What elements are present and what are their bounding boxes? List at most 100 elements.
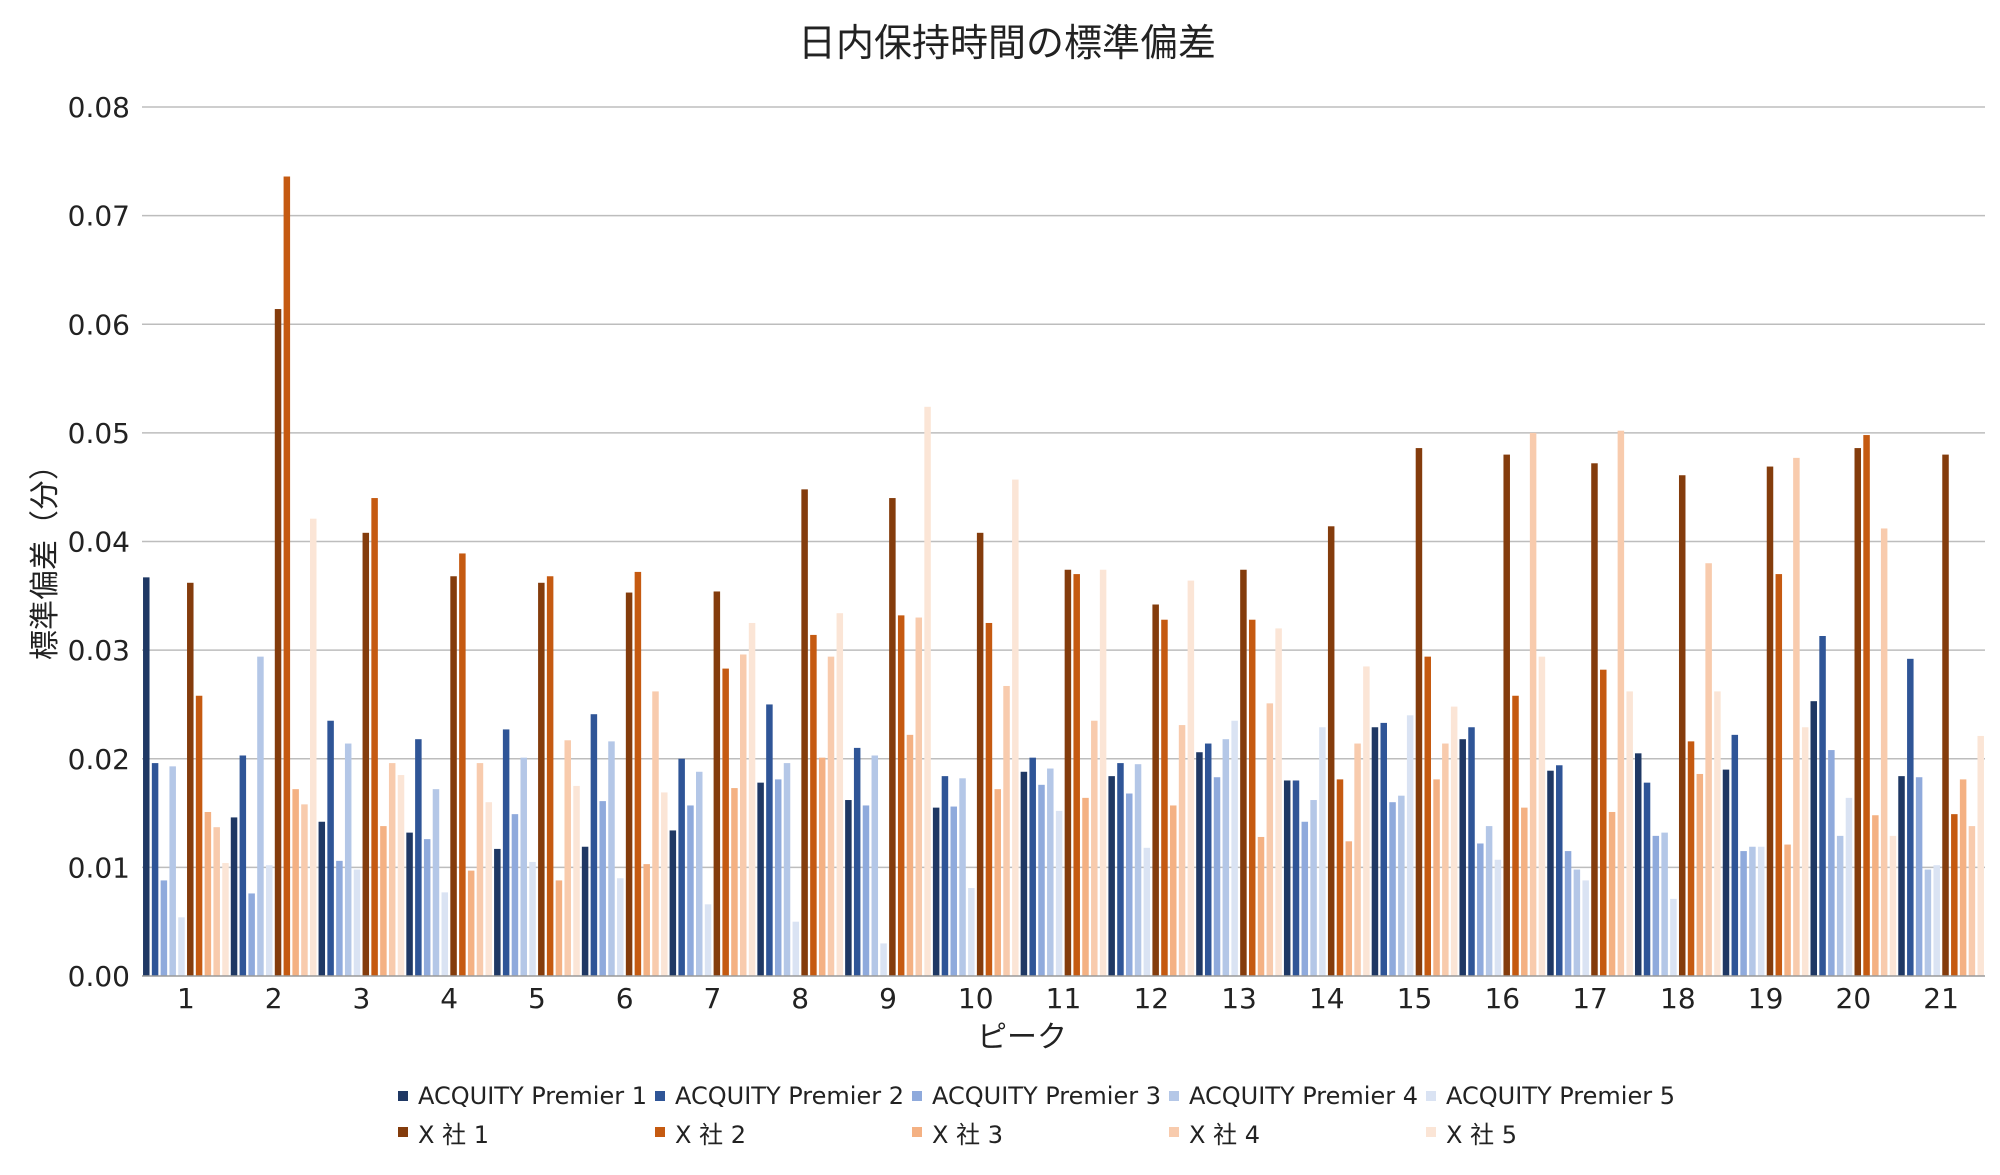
bar [1064, 569, 1072, 976]
x-tick-label: 5 [528, 982, 546, 1015]
bar [1161, 619, 1168, 976]
bar [169, 766, 176, 976]
bar [1626, 691, 1633, 976]
x-tick-label: 6 [616, 982, 634, 1015]
bar [555, 880, 563, 976]
bar [546, 576, 554, 976]
bar [1477, 843, 1484, 976]
y-tick-label: 0.08 [68, 91, 130, 124]
legend-label: ACQUITY Premier 4 [1189, 1082, 1418, 1110]
bar [423, 839, 431, 976]
bar [1266, 703, 1274, 976]
x-tick-label: 8 [791, 982, 809, 1015]
bar [388, 763, 396, 976]
bar [845, 800, 852, 976]
bar [1968, 826, 1976, 976]
bar [1573, 869, 1581, 976]
legend-item: ACQUITY Premier 3 [912, 1078, 1161, 1114]
bar [1319, 727, 1326, 976]
bar [669, 830, 677, 976]
bar [1959, 779, 1967, 976]
bar [1283, 780, 1291, 976]
bar [1556, 765, 1563, 976]
bar [274, 309, 282, 976]
legend-swatch [1426, 1091, 1436, 1101]
bar [520, 757, 527, 976]
bar [853, 747, 861, 976]
bar [634, 571, 642, 976]
bar [792, 921, 800, 976]
chart-title: 日内保持時間の標準偏差 [798, 21, 1216, 65]
bar [301, 804, 308, 976]
bar [336, 860, 343, 976]
bar [1810, 701, 1818, 976]
bar [239, 755, 247, 976]
legend-label: ACQUITY Premier 3 [932, 1082, 1161, 1110]
x-tick-label: 20 [1836, 982, 1872, 1015]
bar [1204, 743, 1212, 976]
bar [1678, 475, 1686, 976]
bar [1433, 779, 1440, 976]
bar [959, 778, 966, 976]
bar [1038, 784, 1045, 976]
bar [590, 714, 598, 976]
x-tick-label: 18 [1660, 982, 1696, 1015]
bar [143, 577, 150, 976]
legend-swatch [398, 1091, 408, 1101]
bar [1705, 563, 1712, 976]
bar [1354, 743, 1361, 976]
bar [932, 807, 940, 976]
legend-label: ACQUITY Premier 5 [1446, 1082, 1675, 1110]
legend-item: ACQUITY Premier 2 [655, 1078, 904, 1114]
x-axis-label: ピーク [977, 1020, 1067, 1055]
legend-item: ACQUITY Premier 4 [1169, 1078, 1418, 1114]
bar [1863, 435, 1870, 976]
bar [1240, 569, 1247, 976]
bar [1047, 768, 1054, 976]
bar [222, 863, 229, 976]
bar [1275, 628, 1282, 976]
bar [897, 615, 905, 976]
bar [1292, 780, 1300, 976]
bar [1503, 454, 1510, 977]
bar [204, 811, 212, 976]
bar [801, 489, 808, 976]
y-tick-label: 0.05 [68, 417, 130, 450]
bar [1371, 727, 1379, 976]
legend-swatch [1169, 1127, 1179, 1137]
bar [1538, 656, 1546, 976]
bar [722, 668, 729, 976]
x-tick-label: 10 [958, 982, 994, 1015]
bar [1248, 619, 1256, 976]
bar [713, 591, 721, 976]
bar [1529, 432, 1537, 977]
bar [950, 806, 957, 976]
bar [1521, 807, 1528, 976]
bar [1012, 479, 1019, 976]
bar [643, 864, 650, 976]
bar [195, 695, 203, 976]
bar [1196, 752, 1203, 976]
bar [230, 817, 238, 976]
bar [1880, 528, 1888, 976]
x-tick-label: 4 [440, 982, 458, 1015]
bar [652, 691, 659, 976]
legend-item: X 社 3 [912, 1114, 1003, 1150]
bar [248, 893, 255, 976]
legend-label: X 社 3 [932, 1120, 1003, 1149]
bar [1845, 797, 1853, 976]
bar [1714, 691, 1721, 976]
bars [143, 176, 1984, 977]
bar [976, 532, 984, 976]
bar [1424, 656, 1431, 976]
bar [485, 802, 493, 976]
legend-label: X 社 2 [675, 1120, 746, 1149]
bar [1757, 846, 1765, 976]
bar [265, 865, 273, 976]
legend-item: X 社 5 [1426, 1114, 1517, 1150]
bar [994, 789, 1001, 976]
legend-label: ACQUITY Premier 1 [418, 1082, 647, 1110]
bar [906, 734, 914, 976]
x-tick-label: 14 [1309, 982, 1345, 1015]
bar [160, 880, 168, 976]
